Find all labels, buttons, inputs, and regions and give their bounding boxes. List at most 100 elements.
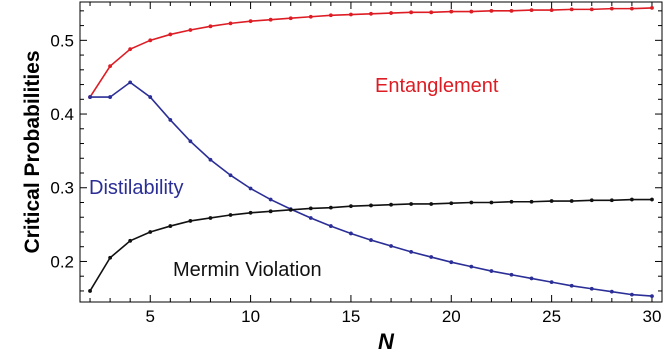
- series-entanglement: [88, 5, 654, 99]
- data-point-distilability: [389, 244, 393, 248]
- data-point-entanglement: [168, 32, 173, 37]
- data-point-entanglement: [489, 8, 494, 13]
- data-point-distilability: [609, 289, 614, 294]
- data-point-mermin-violation: [168, 224, 173, 228]
- x-tick-label: 10: [241, 307, 260, 326]
- data-point-distilability: [629, 292, 634, 297]
- x-tick-label: 30: [643, 307, 662, 326]
- data-point-entanglement: [449, 9, 454, 14]
- data-point-entanglement: [128, 47, 133, 52]
- data-point-distilability: [268, 197, 273, 202]
- data-point-distilability: [489, 269, 494, 273]
- data-point-entanglement: [589, 7, 594, 12]
- data-point-entanglement: [509, 8, 514, 13]
- data-point-mermin-violation: [369, 203, 373, 208]
- data-point-entanglement: [208, 24, 213, 29]
- data-point-mermin-violation: [248, 210, 253, 215]
- series-label-distilability: Distilability: [89, 177, 183, 199]
- x-tick-label: 5: [146, 307, 155, 326]
- y-tick-label: 0.3: [50, 179, 74, 198]
- data-point-distilability: [569, 283, 574, 288]
- data-point-distilability: [208, 157, 213, 162]
- data-point-distilability: [469, 264, 474, 269]
- data-point-mermin-violation: [228, 213, 233, 217]
- data-point-distilability: [449, 260, 454, 265]
- data-point-entanglement: [569, 7, 574, 12]
- x-axis-title: N: [378, 329, 395, 354]
- data-point-mermin-violation: [128, 238, 133, 243]
- plot-frame: [79, 1, 663, 303]
- data-point-distilability: [650, 294, 654, 299]
- data-point-mermin-violation: [328, 205, 333, 210]
- data-point-distilability: [148, 95, 153, 99]
- data-point-entanglement: [228, 21, 233, 26]
- data-point-distilability: [589, 286, 594, 291]
- data-point-mermin-violation: [88, 289, 92, 293]
- data-point-entanglement: [188, 28, 193, 32]
- data-point-distilability: [128, 80, 133, 85]
- y-tick-label: 0.4: [50, 105, 74, 124]
- data-point-mermin-violation: [409, 202, 414, 206]
- data-point-distilability: [188, 139, 193, 144]
- data-point-entanglement: [429, 10, 434, 15]
- data-point-distilability: [529, 276, 534, 281]
- data-point-mermin-violation: [569, 199, 574, 203]
- x-tick-label: 20: [442, 307, 461, 326]
- series-layer: [88, 5, 654, 299]
- data-point-mermin-violation: [268, 209, 273, 214]
- data-point-mermin-violation: [188, 219, 193, 223]
- data-point-mermin-violation: [349, 204, 353, 209]
- data-point-distilability: [248, 186, 253, 191]
- data-point-mermin-violation: [589, 198, 594, 203]
- data-point-distilability: [108, 95, 113, 99]
- series-line-entanglement: [89, 7, 652, 98]
- data-point-distilability: [328, 224, 333, 228]
- data-point-entanglement: [268, 17, 273, 22]
- y-tick-label: 0.2: [50, 252, 74, 271]
- data-point-entanglement: [549, 8, 554, 13]
- data-point-mermin-violation: [148, 230, 153, 234]
- series-label-entanglement: Entanglement: [375, 75, 499, 97]
- data-point-distilability: [88, 95, 92, 99]
- data-point-entanglement: [148, 38, 153, 43]
- data-point-entanglement: [108, 64, 113, 69]
- data-point-distilability: [308, 216, 313, 220]
- data-point-mermin-violation: [509, 199, 514, 204]
- data-point-distilability: [349, 231, 353, 236]
- data-point-entanglement: [288, 16, 293, 21]
- data-point-entanglement: [248, 19, 253, 24]
- data-point-distilability: [429, 255, 434, 259]
- data-point-entanglement: [629, 6, 634, 11]
- data-point-entanglement: [529, 8, 534, 13]
- data-point-mermin-violation: [609, 198, 614, 203]
- data-point-mermin-violation: [469, 200, 474, 205]
- y-axis-title: Critical Probabilities: [21, 50, 44, 253]
- series-label-mermin-violation: Mermin Violation: [173, 259, 322, 281]
- data-point-distilability: [409, 249, 414, 254]
- data-point-mermin-violation: [208, 216, 213, 220]
- data-point-entanglement: [409, 10, 414, 15]
- data-point-mermin-violation: [449, 201, 454, 206]
- data-point-mermin-violation: [549, 199, 554, 203]
- series-distilability: [88, 80, 654, 299]
- data-point-mermin-violation: [288, 207, 293, 212]
- data-point-distilability: [168, 118, 173, 122]
- data-point-entanglement: [369, 11, 373, 16]
- data-point-distilability: [549, 280, 554, 284]
- data-point-entanglement: [349, 12, 353, 17]
- y-tick-label: 0.5: [50, 31, 74, 50]
- data-point-mermin-violation: [529, 199, 534, 204]
- data-point-mermin-violation: [308, 206, 313, 211]
- data-point-entanglement: [389, 11, 393, 15]
- data-point-distilability: [509, 272, 514, 277]
- data-point-entanglement: [328, 13, 333, 18]
- x-tick-label: 25: [542, 307, 561, 326]
- data-point-entanglement: [308, 14, 313, 19]
- x-tick-label: 15: [341, 307, 360, 326]
- data-point-entanglement: [650, 5, 654, 10]
- axis-ticks: 5 10 15 20 25 30 0.2 0.3 0.4 0.5: [50, 2, 662, 326]
- data-point-mermin-violation: [650, 197, 654, 202]
- data-point-entanglement: [469, 9, 474, 14]
- data-point-mermin-violation: [389, 202, 393, 207]
